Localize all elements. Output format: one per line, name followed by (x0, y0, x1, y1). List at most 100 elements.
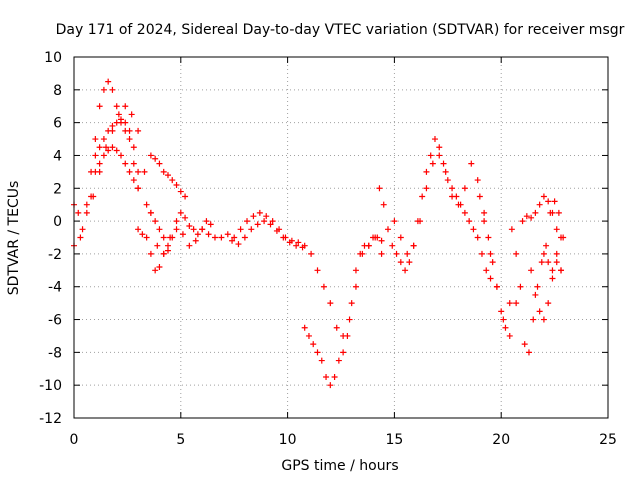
x-tick-label: 15 (385, 432, 403, 448)
data-point (506, 332, 513, 339)
data-point (474, 177, 481, 184)
data-point (393, 250, 400, 257)
data-point (109, 122, 116, 129)
data-point (352, 267, 359, 274)
data-point (130, 160, 137, 167)
data-point (528, 267, 535, 274)
data-point (164, 172, 171, 179)
data-point (397, 259, 404, 266)
data-point (169, 177, 176, 184)
data-point (483, 267, 490, 274)
data-point (553, 250, 560, 257)
data-point (365, 242, 372, 249)
data-point (244, 218, 251, 225)
data-point (436, 152, 443, 159)
data-point (525, 349, 532, 356)
data-point (331, 373, 338, 380)
series-track-3 (88, 116, 142, 175)
data-point (135, 185, 142, 192)
data-point (468, 160, 475, 167)
data-point (474, 234, 481, 241)
data-point (186, 223, 193, 230)
data-point (160, 250, 167, 257)
data-point (299, 244, 306, 251)
data-point (105, 147, 112, 154)
data-point (553, 226, 560, 233)
data-point (192, 237, 199, 244)
data-point (344, 332, 351, 339)
data-point (90, 193, 97, 200)
data-point (96, 160, 103, 167)
y-tick-label: -10 (39, 378, 62, 394)
data-point (160, 234, 167, 241)
data-point (404, 250, 411, 257)
data-point (478, 250, 485, 257)
chart-title: Day 171 of 2024, Sidereal Day-to-day VTE… (56, 22, 625, 38)
data-point (534, 283, 541, 290)
data-point (109, 144, 116, 151)
data-point (263, 213, 270, 220)
plot-frame (73, 56, 609, 419)
data-point (77, 234, 84, 241)
axis-ticks: 0 5 10 15 20 25 -12 -10 -8 -6 -4 -2 0 2 4 6 8 10 (39, 50, 617, 448)
data-point (487, 250, 494, 257)
data-point (449, 193, 456, 200)
data-point (417, 218, 424, 225)
data-point (126, 168, 133, 175)
data-point (508, 226, 515, 233)
data-point (391, 218, 398, 225)
data-point (551, 198, 558, 205)
data-point (248, 226, 255, 233)
plot-area (71, 78, 567, 389)
data-point (442, 168, 449, 175)
series-track-4 (92, 144, 142, 192)
data-point (423, 185, 430, 192)
data-point (295, 239, 302, 246)
series-track-7 (143, 201, 171, 254)
data-point (481, 218, 488, 225)
data-point (113, 147, 120, 154)
grid (74, 57, 608, 418)
data-point (135, 168, 142, 175)
data-point (540, 193, 547, 200)
data-point (293, 242, 300, 249)
data-point (378, 237, 385, 244)
data-point (156, 264, 163, 271)
data-point (177, 209, 184, 216)
y-tick-label: 6 (53, 116, 62, 132)
data-point (126, 127, 133, 134)
series-track-16 (528, 259, 565, 323)
data-point (485, 234, 492, 241)
data-point (152, 155, 159, 162)
data-point (493, 283, 500, 290)
data-point (154, 242, 161, 249)
data-point (105, 127, 112, 134)
series-track-14 (508, 198, 567, 356)
data-point (402, 267, 409, 274)
data-point (280, 234, 287, 241)
data-point (558, 234, 565, 241)
data-point (376, 185, 383, 192)
data-point (498, 308, 505, 315)
data-point (348, 300, 355, 307)
data-point (466, 218, 473, 225)
data-point (440, 160, 447, 167)
data-point (545, 300, 552, 307)
data-point (203, 218, 210, 225)
data-point (549, 275, 556, 282)
data-point (543, 242, 550, 249)
data-point (461, 209, 468, 216)
data-point (92, 152, 99, 159)
data-point (135, 127, 142, 134)
y-tick-label: -12 (39, 411, 62, 427)
data-point (419, 193, 426, 200)
data-point (308, 250, 315, 257)
data-point (502, 324, 509, 331)
data-point (194, 231, 201, 238)
data-point (92, 168, 99, 175)
data-point (410, 242, 417, 249)
data-point (305, 332, 312, 339)
data-point (323, 373, 330, 380)
data-point (406, 259, 413, 266)
data-point (327, 382, 334, 389)
